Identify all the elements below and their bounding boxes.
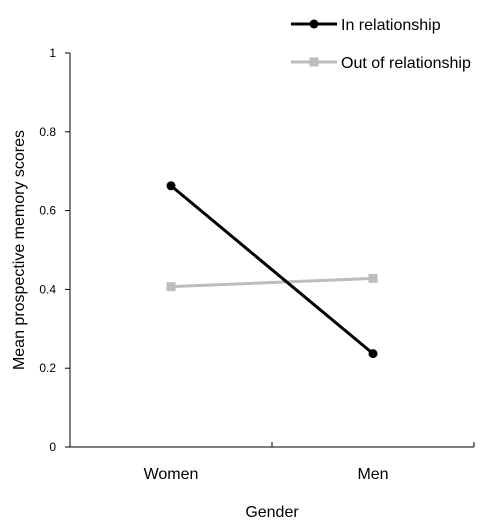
series-layer <box>166 181 378 359</box>
x-tick-label: Women <box>144 466 199 483</box>
y-ticks: 0 0.2 0.4 0.6 0.8 1 <box>39 46 70 454</box>
data-point <box>166 181 176 191</box>
y-axis-title: Mean prospective memory scores <box>11 130 28 370</box>
legend-item: Out of relationship <box>291 55 471 72</box>
legend-label: Out of relationship <box>341 55 471 72</box>
x-axis-title: Gender <box>245 504 299 521</box>
legend: In relationship Out of relationship <box>291 17 471 72</box>
data-point <box>368 349 378 359</box>
y-tick-label: 0.8 <box>39 125 56 139</box>
series-line <box>170 276 374 289</box>
data-point <box>368 273 378 283</box>
y-tick-label: 0.4 <box>39 282 56 296</box>
series-1 <box>166 181 378 359</box>
y-tick-label: 0.6 <box>39 204 56 218</box>
data-point <box>166 282 176 292</box>
series-line <box>170 184 374 355</box>
legend-item: In relationship <box>291 17 441 34</box>
legend-marker <box>309 19 319 29</box>
y-tick-label: 1 <box>49 46 56 60</box>
x-ticks: Women Men <box>69 442 475 483</box>
x-tick-label: Men <box>357 466 388 483</box>
y-tick-label: 0 <box>49 440 56 454</box>
legend-label: In relationship <box>341 17 441 34</box>
legend-marker <box>309 57 319 67</box>
series-2 <box>166 273 378 292</box>
y-tick-label: 0.2 <box>39 361 56 375</box>
